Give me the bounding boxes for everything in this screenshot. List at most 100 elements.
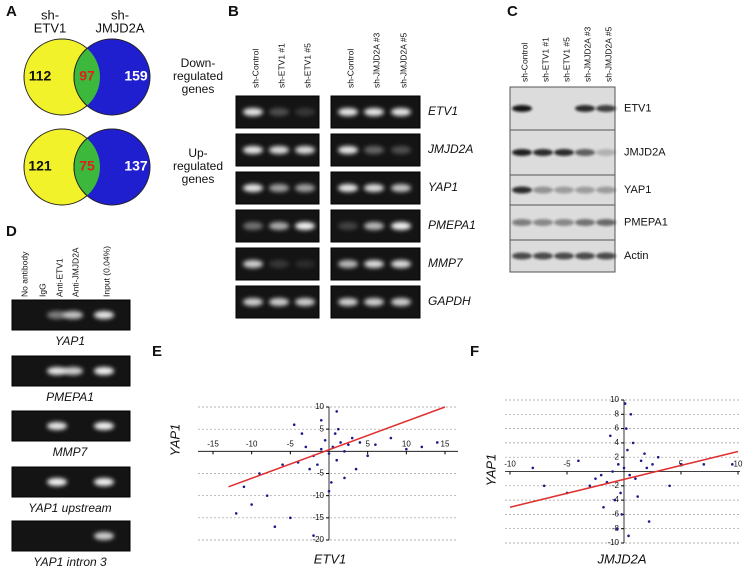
point xyxy=(374,443,377,446)
point xyxy=(420,445,424,449)
panel-label: B xyxy=(228,3,239,20)
venn-label: regulated xyxy=(173,69,223,83)
point xyxy=(333,432,337,435)
gene-label: JMJD2A xyxy=(427,142,473,156)
band xyxy=(391,146,411,154)
point xyxy=(619,491,622,495)
y-tick-label: 2 xyxy=(615,452,620,461)
band xyxy=(533,219,553,226)
y-axis-label: YAP1 xyxy=(167,424,182,457)
point xyxy=(588,484,592,488)
venn-count: 121 xyxy=(28,158,52,174)
y-tick-label: -10 xyxy=(312,491,324,500)
point xyxy=(316,463,319,466)
band xyxy=(269,260,289,268)
point xyxy=(643,452,646,455)
point xyxy=(594,477,597,480)
band xyxy=(364,222,384,230)
column-header: ETV1 xyxy=(34,20,67,35)
point xyxy=(634,477,637,480)
point xyxy=(647,520,651,523)
band xyxy=(512,252,532,260)
y-tick-label: -6 xyxy=(612,510,620,519)
trend-line xyxy=(228,406,446,488)
point xyxy=(292,423,296,427)
band xyxy=(47,367,67,375)
lane-label: sh-Control xyxy=(345,49,355,88)
band xyxy=(63,367,83,375)
venn-count: 112 xyxy=(29,68,52,84)
protein-label: ETV1 xyxy=(624,102,652,114)
band xyxy=(575,105,595,112)
band xyxy=(596,252,616,260)
point xyxy=(609,434,612,438)
venn-label: regulated xyxy=(173,159,223,173)
point xyxy=(319,447,323,451)
venn-label: genes xyxy=(182,82,215,96)
y-axis-label: YAP1 xyxy=(483,454,498,487)
x-axis-label: ETV1 xyxy=(314,551,347,566)
column-header: JMJD2A xyxy=(95,20,144,35)
y-tick-label: -2 xyxy=(612,481,620,490)
point xyxy=(327,452,331,455)
band xyxy=(391,260,411,268)
x-tick-label: -5 xyxy=(287,439,295,448)
band xyxy=(364,184,384,192)
lane-label: No antibody xyxy=(19,251,29,297)
point xyxy=(615,527,619,530)
venn-count: 159 xyxy=(124,68,148,84)
y-tick-label: -15 xyxy=(312,513,324,522)
protein-label: PMEPA1 xyxy=(624,216,668,228)
point xyxy=(624,427,628,430)
lane-label: Input (0.04%) xyxy=(101,246,111,297)
band xyxy=(554,186,574,194)
lane-label: sh-ETV1 #1 xyxy=(540,37,550,82)
band xyxy=(338,184,358,192)
band xyxy=(533,186,553,194)
y-tick-label: -20 xyxy=(312,535,324,544)
point xyxy=(617,463,620,466)
venn-count: 97 xyxy=(79,68,95,84)
column-header: sh- xyxy=(111,7,129,22)
band xyxy=(269,108,289,116)
band xyxy=(47,311,67,319)
panel-label: D xyxy=(6,223,17,240)
y-tick-label: 10 xyxy=(315,402,324,411)
band xyxy=(63,311,83,319)
protein-label: YAP1 xyxy=(624,184,651,196)
point xyxy=(702,463,706,466)
band xyxy=(575,252,595,260)
band xyxy=(596,149,616,156)
point xyxy=(234,512,238,515)
gene-label: MMP7 xyxy=(53,445,89,459)
band xyxy=(554,149,574,156)
panel-label: E xyxy=(152,343,162,360)
panel-label: C xyxy=(507,3,518,20)
band xyxy=(269,184,289,192)
band xyxy=(554,252,574,260)
gene-label: YAP1 intron 3 xyxy=(33,555,107,569)
protein-label: JMJD2A xyxy=(624,146,666,158)
point xyxy=(623,402,627,405)
gene-label: YAP1 xyxy=(428,180,458,194)
lane-label: sh-ETV1 #1 xyxy=(276,43,286,88)
band xyxy=(94,422,114,430)
gene-label: MMP7 xyxy=(428,256,464,270)
point xyxy=(312,534,315,537)
lane-label: sh-JMJD2A #5 xyxy=(398,32,408,88)
band xyxy=(94,532,114,540)
band xyxy=(364,108,384,116)
x-tick-label: -15 xyxy=(207,439,219,448)
band xyxy=(243,298,263,306)
x-axis-label: JMJD2A xyxy=(596,551,646,566)
point xyxy=(620,513,624,516)
lane-label: sh-JMJD2A #3 xyxy=(582,26,592,82)
lane-label: sh-Control xyxy=(250,49,260,88)
venn-label: Up- xyxy=(188,146,207,160)
band xyxy=(512,186,532,194)
point xyxy=(631,441,635,445)
band xyxy=(533,252,553,260)
point xyxy=(335,458,339,462)
venn-label: Down- xyxy=(181,56,216,70)
